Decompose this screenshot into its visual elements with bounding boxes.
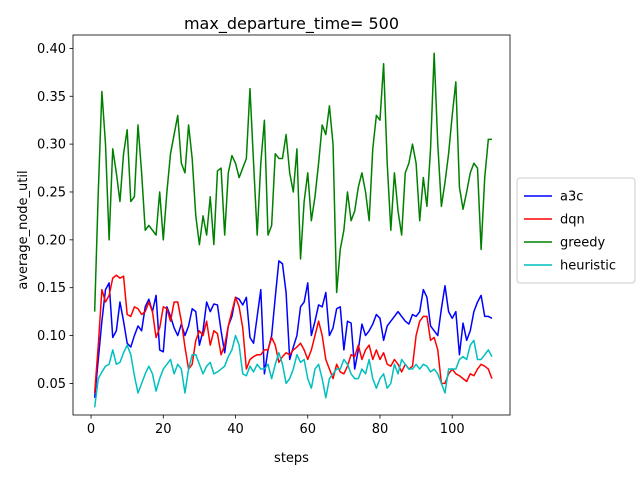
plot-frame (72, 34, 511, 416)
legend-box (516, 177, 636, 284)
chart-title: max_departure_time= 500 (184, 14, 399, 34)
series-line-dqn (93, 274, 493, 394)
series-layer (93, 52, 493, 408)
plot-area (72, 34, 511, 416)
x-tick-label: 80 (372, 422, 389, 437)
legend: a3c dqn greedy heuristic (516, 177, 636, 284)
y-tick-label: 0.15 (37, 281, 66, 296)
x-axis-label: steps (274, 451, 309, 466)
legend-label-greedy: greedy (560, 236, 606, 251)
y-tick-label: 0.20 (37, 233, 66, 248)
x-tick-label: 0 (87, 422, 95, 437)
x-tick-label: 40 (227, 422, 244, 437)
y-tick-label: 0.10 (37, 329, 66, 344)
y-tick-label: 0.30 (37, 138, 66, 153)
x-tick-label: 60 (299, 422, 316, 437)
y-tick-label: 0.05 (37, 377, 66, 392)
legend-label-a3c: a3c (560, 190, 583, 205)
y-tick-label: 0.25 (37, 185, 66, 200)
series-line-a3c (93, 260, 493, 398)
y-tick-label: 0.35 (37, 90, 66, 105)
series-line-greedy (93, 52, 492, 312)
y-tick-label: 0.40 (37, 42, 66, 57)
y-axis: 0.05 0.10 0.15 0.20 0.25 0.30 0.35 0.40 (37, 42, 73, 392)
x-axis: 0 20 40 60 80 100 (87, 415, 465, 437)
x-tick-label: 100 (440, 422, 465, 437)
legend-label-dqn: dqn (560, 213, 585, 228)
y-axis-label: average_node_util (16, 170, 31, 289)
legend-label-heuristic: heuristic (560, 259, 616, 274)
series-line-heuristic (93, 334, 493, 408)
x-tick-label: 20 (155, 422, 172, 437)
